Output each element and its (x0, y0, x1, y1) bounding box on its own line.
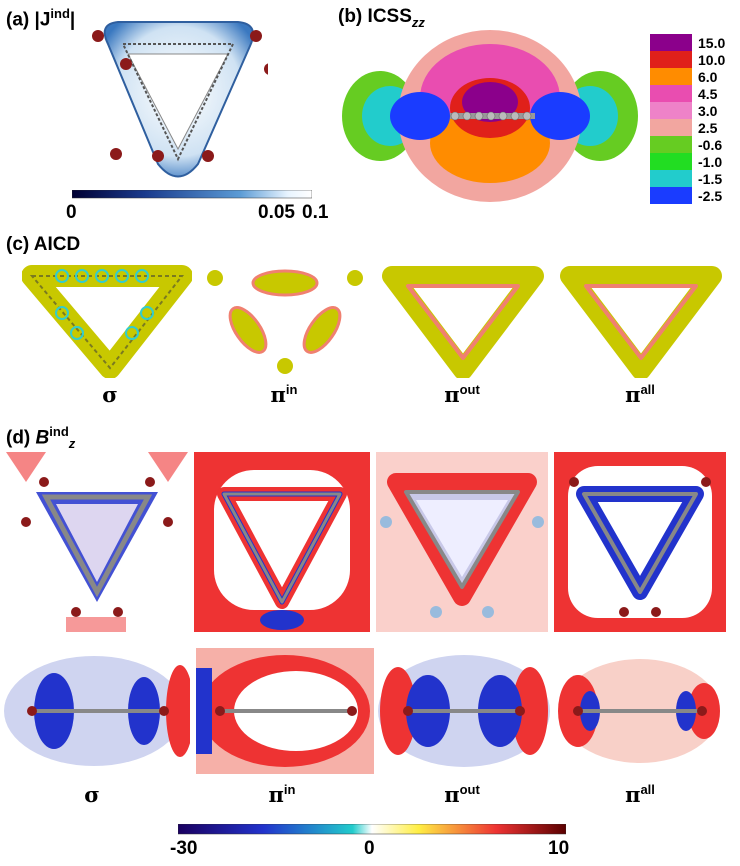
aicd-label-pi-all: πall (625, 382, 655, 407)
colorbar-d-tick-10: 10 (548, 838, 570, 859)
legend-value: 6.0 (698, 69, 718, 85)
bind-map-pi-in-side (196, 648, 374, 774)
colorbar-a-tick-0.05: 0.05 (258, 202, 295, 223)
panel-a-colorbar (72, 190, 312, 200)
bind-label-pi-all: πall (625, 782, 655, 807)
bind-map-sigma-top (6, 452, 188, 632)
bind-label-pi-in: πin (268, 782, 296, 807)
legend-value: -0.6 (698, 137, 723, 153)
legend-value: 4.5 (698, 86, 718, 102)
legend-swatch (650, 85, 692, 102)
colorbar-a-tick-0.1: 0.1 (302, 202, 329, 223)
legend-value: -1.5 (698, 171, 723, 187)
legend-swatch (650, 136, 692, 153)
bind-map-sigma-side (4, 648, 190, 774)
panel-a-current-density-plot (88, 14, 268, 184)
bind-map-pi-all-top (554, 452, 726, 632)
bind-map-pi-in-top (194, 452, 370, 632)
colorbar-d-tick-neg30: -30 (170, 838, 198, 859)
legend-value: 3.0 (698, 103, 718, 119)
legend-swatch (650, 153, 692, 170)
aicd-plot-pi-out (378, 258, 548, 378)
aicd-plot-pi-in (200, 258, 370, 378)
colorbar-a-tick-0: 0 (66, 202, 77, 223)
bind-map-pi-out-top (376, 452, 548, 632)
bind-label-pi-out: πout (444, 782, 480, 807)
aicd-plot-pi-all (556, 258, 726, 378)
legend-swatch (650, 187, 692, 204)
aicd-label-pi-out: πout (444, 382, 480, 407)
aicd-label-sigma: σ (102, 382, 118, 407)
panel-d-label: (d) Bindz (6, 424, 76, 452)
legend-value: 15.0 (698, 35, 726, 51)
panel-b-legend: 15.0 10.0 6.0 4.5 3.0 2.5 -0.6 -1.0 -1.5… (650, 34, 736, 206)
legend-value: 10.0 (698, 52, 726, 68)
legend-swatch (650, 119, 692, 136)
panel-d-colorbar (178, 824, 566, 836)
atom-marker (92, 30, 104, 42)
bind-map-pi-out-side (378, 648, 550, 774)
bind-label-sigma: σ (84, 782, 100, 807)
legend-value: 2.5 (698, 120, 718, 136)
panel-b-icss-isosurface (340, 28, 640, 204)
colorbar-d-tick-0: 0 (364, 838, 375, 859)
panel-b-label: (b) ICSSzz (338, 6, 425, 30)
legend-swatch (650, 34, 692, 51)
legend-swatch (650, 170, 692, 187)
aicd-plot-sigma (22, 258, 192, 378)
legend-swatch (650, 51, 692, 68)
legend-swatch (650, 68, 692, 85)
panel-a-label: (a) |Jind| (6, 6, 76, 31)
aicd-label-pi-in: πin (270, 382, 298, 407)
panel-c-label: (c) AICD (6, 234, 81, 255)
legend-value: -1.0 (698, 154, 723, 170)
legend-swatch (650, 102, 692, 119)
legend-value: -2.5 (698, 188, 723, 204)
bind-map-pi-all-side (554, 648, 726, 774)
